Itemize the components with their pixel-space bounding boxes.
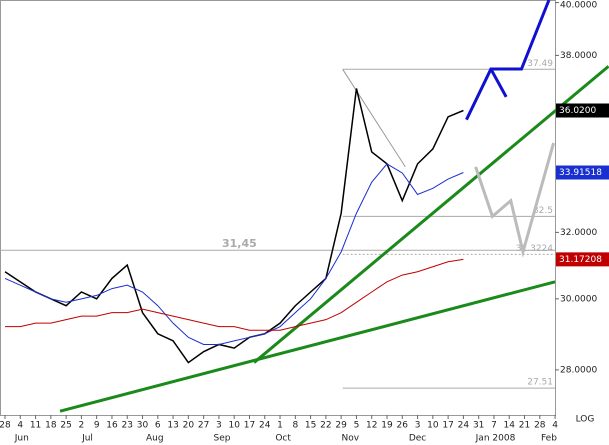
x-tick-label: 5 bbox=[354, 421, 360, 431]
x-tick-label: 23 bbox=[122, 421, 133, 431]
plot-frame bbox=[0, 0, 556, 416]
x-tick-label: 10 bbox=[228, 421, 240, 431]
x-tick-label: 27 bbox=[198, 421, 209, 431]
month-label: Jan 2008 bbox=[475, 434, 516, 444]
y-tick-label: 40.0000 bbox=[560, 1, 597, 11]
series-line bbox=[4, 163, 464, 345]
x-tick-label: 28 bbox=[534, 421, 546, 431]
price-tag-label: 33.91518 bbox=[559, 168, 602, 178]
x-tick-label: 31 bbox=[473, 421, 484, 431]
y-tick-label: 30.0000 bbox=[560, 294, 597, 304]
x-tick-label: 20 bbox=[183, 421, 195, 431]
x-tick-label: 17 bbox=[442, 421, 453, 431]
month-label: Dec bbox=[409, 434, 426, 444]
log-label: LOG bbox=[576, 415, 595, 425]
drawing-line bbox=[342, 69, 406, 168]
drawing-line bbox=[474, 142, 555, 258]
x-tick-label: 25 bbox=[60, 421, 71, 431]
x-tick-label: 29 bbox=[335, 421, 347, 431]
x-tick-label: 18 bbox=[45, 421, 57, 431]
x-tick-label: 10 bbox=[427, 421, 439, 431]
drawing-line bbox=[253, 65, 609, 364]
x-tick-label: 21 bbox=[519, 421, 530, 431]
x-tick-label: 13 bbox=[167, 421, 178, 431]
level-label: 31,45 bbox=[222, 237, 257, 250]
series-line bbox=[4, 88, 464, 364]
level-label: 27.51 bbox=[527, 378, 553, 388]
x-tick-label: 3 bbox=[216, 421, 222, 431]
y-tick-label: 32.0000 bbox=[560, 228, 597, 238]
month-label: Aug bbox=[146, 434, 164, 444]
price-tag-label: 31.17208 bbox=[559, 255, 602, 265]
drawing-line bbox=[489, 68, 508, 98]
x-tick-label: 6 bbox=[155, 421, 161, 431]
month-label: Jun bbox=[14, 434, 29, 444]
month-label: Sep bbox=[213, 434, 230, 444]
price-tag bbox=[556, 252, 609, 267]
x-tick-label: 2 bbox=[79, 421, 85, 431]
drawing-line bbox=[465, 0, 551, 121]
x-tick-label: 11 bbox=[30, 421, 41, 431]
x-tick-label: 4 bbox=[552, 421, 558, 431]
x-tick-label: 16 bbox=[106, 421, 118, 431]
x-tick-label: 26 bbox=[397, 421, 409, 431]
x-tick-label: 3 bbox=[415, 421, 421, 431]
series-line bbox=[5, 258, 464, 331]
level-label: 37.49 bbox=[527, 59, 553, 69]
x-tick-label: 4 bbox=[17, 421, 23, 431]
level-label: 31.3224 bbox=[516, 244, 553, 254]
month-label: Oct bbox=[275, 434, 291, 444]
level-label: 32.5 bbox=[533, 206, 553, 216]
month-label: Feb bbox=[541, 434, 557, 444]
x-tick-label: 14 bbox=[504, 421, 516, 431]
x-tick-label: 15 bbox=[305, 421, 316, 431]
month-label: Nov bbox=[342, 434, 360, 444]
price-tag bbox=[556, 103, 609, 118]
y-tick-label: 28.0000 bbox=[560, 365, 597, 375]
x-tick-label: 7 bbox=[491, 421, 497, 431]
x-tick-label: 28 bbox=[0, 421, 11, 431]
drawing-line bbox=[59, 280, 556, 413]
x-tick-label: 19 bbox=[381, 421, 393, 431]
x-tick-label: 30 bbox=[137, 421, 149, 431]
month-label: Jul bbox=[81, 434, 93, 444]
x-tick-label: 12 bbox=[366, 421, 377, 431]
price-tag-label: 36.0200 bbox=[559, 106, 596, 116]
x-tick-label: 1 bbox=[277, 421, 283, 431]
price-tag bbox=[556, 165, 609, 180]
x-tick-label: 24 bbox=[458, 421, 470, 431]
x-tick-label: 22 bbox=[320, 421, 331, 431]
y-tick-label: 38.0000 bbox=[560, 51, 597, 61]
x-tick-label: 9 bbox=[94, 421, 100, 431]
x-tick-label: 24 bbox=[259, 421, 271, 431]
x-tick-label: 17 bbox=[244, 421, 255, 431]
x-tick-label: 8 bbox=[292, 421, 298, 431]
